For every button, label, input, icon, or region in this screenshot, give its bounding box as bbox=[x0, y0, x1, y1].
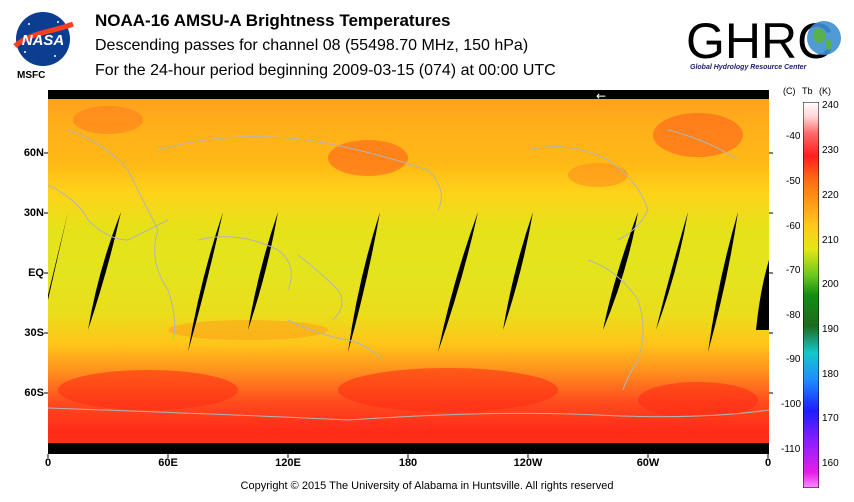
lat-label-60s: 60S bbox=[24, 387, 44, 399]
ghrc-logo: GHRC bbox=[686, 13, 841, 66]
colorbar-c-m50: -50 bbox=[786, 176, 801, 187]
map-title: NOAA-16 AMSU-A Brightness Temperatures bbox=[95, 11, 451, 30]
copyright-notice: Copyright © 2015 The University of Alaba… bbox=[240, 480, 614, 492]
lon-label-60e: 60E bbox=[158, 457, 178, 469]
coastlines bbox=[48, 129, 769, 421]
lon-label-0: 0 bbox=[44, 457, 52, 469]
colorbar-header: (C) Tb (K) bbox=[783, 86, 831, 96]
colorbar-unit-c: (C) bbox=[783, 86, 796, 96]
colorbar-c-m80: -80 bbox=[786, 310, 801, 321]
nasa-wordmark: NASA bbox=[22, 32, 65, 49]
missing-data-top bbox=[48, 90, 769, 99]
colorbar-k-200: 200 bbox=[822, 279, 839, 290]
map-period: For the 24-hour period beginning 2009-03… bbox=[95, 62, 556, 79]
lat-label-60n: 60N bbox=[23, 147, 44, 159]
orbit-gaps bbox=[48, 212, 769, 352]
colorbar-c-m60: -60 bbox=[786, 221, 801, 232]
colorbar-k-190: 190 bbox=[822, 324, 839, 335]
colorbar-k-220: 220 bbox=[822, 190, 839, 201]
warm-anomalies bbox=[58, 106, 758, 418]
colorbar-c-m110: -110 bbox=[781, 444, 801, 455]
colorbar-k-160: 160 bbox=[822, 458, 839, 469]
map-subtitle: Descending passes for channel 08 (55498.… bbox=[95, 37, 529, 54]
map-ticks bbox=[44, 152, 773, 458]
lon-label-180: 180 bbox=[398, 457, 418, 469]
lon-label-0-east: 0 bbox=[764, 457, 772, 469]
lon-label-60w: 60W bbox=[636, 457, 660, 469]
lat-label-eq: EQ bbox=[28, 267, 44, 279]
colorbar-k-230: 230 bbox=[822, 145, 839, 156]
colorbar-label: Tb bbox=[802, 86, 813, 96]
colorbar-c-m70: -70 bbox=[786, 265, 801, 276]
colorbar-k-170: 170 bbox=[822, 413, 839, 424]
colorbar-c-m100: -100 bbox=[781, 399, 802, 410]
orbit-direction-arrow: ← bbox=[596, 90, 606, 103]
lat-label-30s: 30S bbox=[24, 327, 44, 339]
nasa-logo: NASA bbox=[13, 12, 74, 66]
colorbar-gradient bbox=[803, 102, 819, 488]
lon-label-120w: 120W bbox=[513, 457, 543, 469]
colorbar-unit-k: (K) bbox=[819, 86, 832, 96]
colorbar-k-210: 210 bbox=[822, 235, 839, 246]
lat-label-30n: 30N bbox=[23, 207, 44, 219]
colorbar-c-m90: -90 bbox=[786, 354, 801, 365]
nasa-msfc-label: MSFC bbox=[17, 70, 46, 81]
ghrc-subtitle: Global Hydrology Resource Center bbox=[690, 64, 807, 71]
brightness-temperature-map: ← bbox=[48, 90, 769, 454]
missing-data-bottom bbox=[48, 443, 769, 454]
lon-label-120e: 120E bbox=[275, 457, 301, 469]
colorbar-k-180: 180 bbox=[822, 369, 839, 380]
colorbar-k-240: 240 bbox=[822, 100, 839, 111]
colorbar bbox=[803, 102, 819, 488]
colorbar-c-m40: -40 bbox=[786, 131, 801, 142]
